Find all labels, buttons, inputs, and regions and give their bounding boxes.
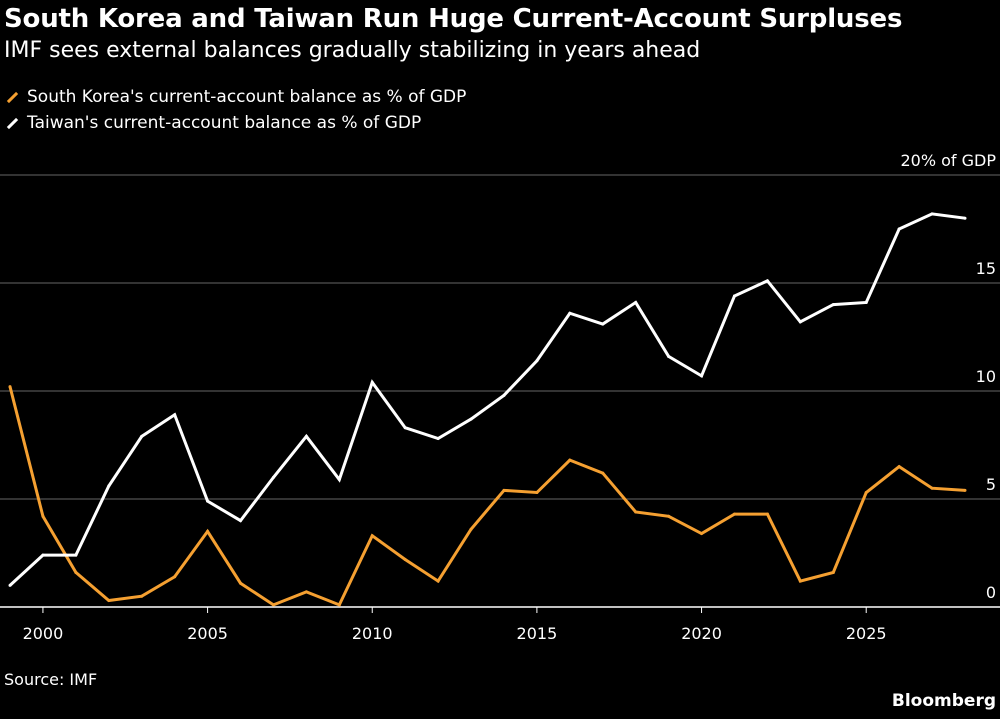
x-tick-label: 2015 — [517, 624, 558, 643]
data-point-taiwan — [864, 300, 868, 304]
data-point-taiwan — [337, 478, 341, 482]
data-point-taiwan — [239, 519, 243, 523]
data-point-taiwan — [897, 227, 901, 231]
x-tick-label: 2000 — [23, 624, 64, 643]
y-tick-label: 10 — [976, 367, 996, 386]
legend-item-taiwan: Taiwan's current-account balance as % of… — [4, 110, 466, 136]
data-point-south-korea — [370, 534, 374, 538]
data-point-south-korea — [765, 512, 769, 516]
data-point-south-korea — [271, 603, 275, 607]
data-point-taiwan — [271, 475, 275, 479]
data-point-south-korea — [930, 486, 934, 490]
data-point-south-korea — [732, 512, 736, 516]
data-point-south-korea — [634, 510, 638, 514]
y-tick-label: 0 — [986, 583, 996, 602]
data-point-taiwan — [436, 437, 440, 441]
data-point-south-korea — [74, 570, 78, 574]
data-point-taiwan — [502, 393, 506, 397]
data-point-taiwan — [700, 374, 704, 378]
data-point-south-korea — [173, 575, 177, 579]
series-line-taiwan — [8, 212, 966, 587]
y-tick-label: 20% of GDP — [900, 151, 996, 170]
chart-subtitle: IMF sees external balances gradually sta… — [4, 38, 701, 63]
x-tick-label: 2020 — [681, 624, 722, 643]
data-point-taiwan — [173, 413, 177, 417]
data-point-south-korea — [535, 491, 539, 495]
data-point-taiwan — [107, 484, 111, 488]
data-point-south-korea — [798, 579, 802, 583]
chart-title: South Korea and Taiwan Run Huge Current-… — [4, 4, 903, 34]
data-point-south-korea — [337, 603, 341, 607]
data-point-south-korea — [140, 594, 144, 598]
data-point-south-korea — [601, 471, 605, 475]
data-point-taiwan — [634, 300, 638, 304]
brand-logo: Bloomberg — [891, 691, 996, 711]
data-point-taiwan — [403, 426, 407, 430]
data-point-taiwan — [930, 212, 934, 216]
data-point-taiwan — [535, 359, 539, 363]
data-point-south-korea — [8, 385, 12, 389]
data-point-taiwan — [798, 320, 802, 324]
legend-label-south-korea: South Korea's current-account balance as… — [27, 87, 467, 107]
data-point-taiwan — [206, 499, 210, 503]
data-point-taiwan — [469, 417, 473, 421]
data-point-taiwan — [568, 311, 572, 315]
data-point-taiwan — [831, 303, 835, 307]
data-point-south-korea — [667, 514, 671, 518]
x-tick-label: 2005 — [187, 624, 228, 643]
data-point-south-korea — [568, 458, 572, 462]
data-point-taiwan — [74, 553, 78, 557]
legend-label-taiwan: Taiwan's current-account balance as % of… — [27, 113, 422, 133]
data-point-south-korea — [403, 557, 407, 561]
data-point-south-korea — [864, 491, 868, 495]
data-point-south-korea — [897, 465, 901, 469]
legend-item-south-korea: South Korea's current-account balance as… — [4, 84, 466, 110]
series-line-south-korea — [8, 386, 966, 607]
data-point-south-korea — [469, 527, 473, 531]
data-point-taiwan — [41, 553, 45, 557]
data-point-south-korea — [304, 590, 308, 594]
data-point-south-korea — [700, 532, 704, 536]
data-point-taiwan — [732, 294, 736, 298]
data-point-south-korea — [502, 488, 506, 492]
data-point-taiwan — [765, 279, 769, 283]
data-point-south-korea — [41, 514, 45, 518]
data-point-taiwan — [140, 434, 144, 438]
data-point-south-korea — [831, 570, 835, 574]
data-point-taiwan — [370, 380, 374, 384]
data-point-taiwan — [667, 354, 671, 358]
data-point-taiwan — [963, 216, 967, 220]
x-tick-label: 2010 — [352, 624, 393, 643]
data-point-taiwan — [8, 583, 12, 587]
data-point-south-korea — [963, 488, 967, 492]
data-point-south-korea — [436, 579, 440, 583]
data-point-south-korea — [107, 599, 111, 603]
y-tick-label: 5 — [986, 475, 996, 494]
x-tick-label: 2025 — [846, 624, 887, 643]
source-note: Source: IMF — [4, 670, 98, 689]
data-point-taiwan — [601, 322, 605, 326]
data-point-taiwan — [304, 434, 308, 438]
data-point-south-korea — [239, 581, 243, 585]
data-point-south-korea — [206, 529, 210, 533]
legend: South Korea's current-account balance as… — [4, 84, 466, 136]
y-tick-label: 15 — [976, 259, 996, 278]
